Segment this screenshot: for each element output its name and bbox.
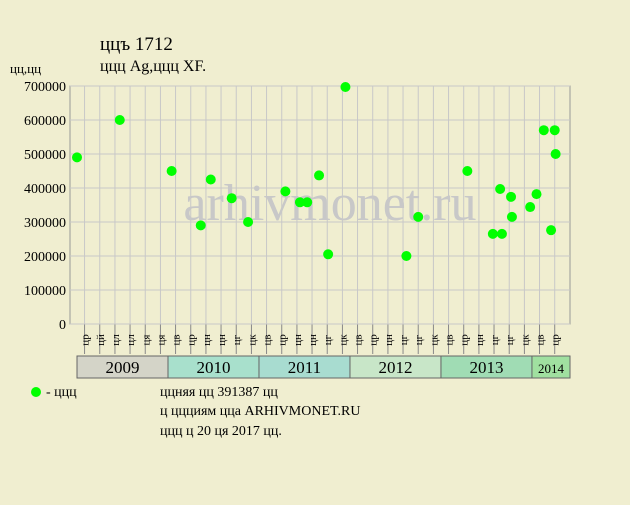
x-tick-label: цв bbox=[535, 334, 547, 345]
data-point bbox=[195, 220, 206, 231]
x-tick-label: цв bbox=[171, 334, 183, 345]
x-tick-label: цг bbox=[504, 334, 516, 345]
year-label: 2011 bbox=[288, 358, 321, 377]
data-point bbox=[401, 251, 412, 261]
year-label: 2010 bbox=[196, 358, 230, 377]
data-point bbox=[546, 225, 557, 236]
y-tick-label: 400000 bbox=[24, 182, 66, 197]
x-tick-label: цн bbox=[474, 334, 486, 346]
x-tick-label: цн bbox=[216, 334, 228, 346]
note: ццц ц 20 ця 2017 цц. bbox=[160, 424, 282, 439]
x-tick-label: цк bbox=[519, 334, 531, 346]
x-tick-label: цг bbox=[413, 334, 425, 345]
data-point bbox=[413, 211, 424, 222]
x-tick-label: ця bbox=[140, 335, 152, 346]
x-tick-label: цв bbox=[262, 334, 274, 345]
year-label: 2013 bbox=[469, 358, 503, 377]
data-point bbox=[166, 166, 177, 176]
x-tick-label: цр bbox=[459, 334, 471, 346]
chart-subtitle: ццц Ag,ццц XF. bbox=[100, 58, 206, 75]
data-point bbox=[280, 186, 291, 197]
data-point bbox=[314, 170, 325, 181]
x-tick-label: цк bbox=[428, 334, 440, 346]
y-tick-label: 200000 bbox=[24, 250, 66, 265]
year-label: 2012 bbox=[378, 358, 412, 377]
data-point bbox=[525, 202, 536, 213]
x-tick-label: цр bbox=[186, 334, 198, 346]
data-point bbox=[243, 217, 254, 227]
data-point bbox=[506, 211, 517, 222]
note: ццняя цц 391387 цц bbox=[160, 385, 278, 400]
x-tick-label: цк bbox=[246, 334, 258, 346]
data-point bbox=[506, 191, 517, 202]
year-label: 2014 bbox=[538, 361, 565, 376]
x-tick-label: цг bbox=[398, 334, 410, 345]
y-tick-label: 0 bbox=[59, 318, 66, 333]
data-point bbox=[340, 82, 351, 93]
x-tick-label: цг bbox=[322, 334, 334, 345]
x-tick-label: цр bbox=[368, 334, 380, 346]
watermark: arhivmonet.ru bbox=[183, 175, 476, 232]
data-point bbox=[462, 166, 473, 176]
data-point bbox=[294, 197, 305, 208]
x-tick-label: цк bbox=[337, 334, 349, 346]
y-axis-label: цц,цц bbox=[10, 61, 41, 76]
data-point bbox=[550, 149, 561, 159]
year-band bbox=[531, 355, 571, 379]
x-tick-label: цв bbox=[444, 334, 456, 345]
x-tick-label: ця bbox=[155, 335, 167, 346]
data-point bbox=[487, 228, 498, 239]
data-point bbox=[495, 184, 506, 195]
y-tick-label: 600000 bbox=[24, 114, 66, 129]
x-tick-label: цв bbox=[353, 334, 365, 345]
y-tick-label: 500000 bbox=[24, 148, 66, 163]
x-tick-label: цг bbox=[489, 334, 501, 345]
data-point bbox=[302, 197, 313, 208]
x-tick-label: цн bbox=[383, 334, 395, 346]
x-tick-label: цн bbox=[201, 334, 213, 346]
year-label: 2009 bbox=[106, 358, 140, 377]
x-tick-label: цр bbox=[80, 334, 92, 346]
data-point bbox=[549, 125, 560, 136]
x-tick-label: цр bbox=[277, 334, 289, 346]
data-point bbox=[538, 125, 549, 136]
y-tick-label: 100000 bbox=[24, 284, 66, 299]
data-point bbox=[531, 189, 542, 200]
note: ц ццциям цца ARHIVMONET.RU bbox=[160, 404, 360, 419]
x-tick-label: цл bbox=[110, 334, 122, 346]
data-point bbox=[496, 228, 507, 239]
chart-title: ццъ 1712 bbox=[100, 34, 173, 55]
data-point bbox=[226, 193, 237, 204]
data-point bbox=[114, 115, 125, 125]
legend-marker bbox=[31, 387, 41, 397]
data-point bbox=[205, 174, 216, 185]
x-tick-label: цл bbox=[125, 334, 137, 346]
x-tick-label: цр bbox=[550, 334, 562, 346]
x-tick-label: цн bbox=[307, 334, 319, 346]
x-tick-label: цй bbox=[95, 334, 107, 346]
data-point bbox=[323, 249, 334, 260]
y-tick-label: 700000 bbox=[24, 80, 66, 95]
y-tick-label: 300000 bbox=[24, 216, 66, 231]
x-tick-label: цг bbox=[231, 334, 243, 345]
data-point bbox=[72, 152, 83, 163]
x-tick-label: цн bbox=[292, 334, 304, 346]
legend-label: - ццц bbox=[46, 385, 77, 400]
